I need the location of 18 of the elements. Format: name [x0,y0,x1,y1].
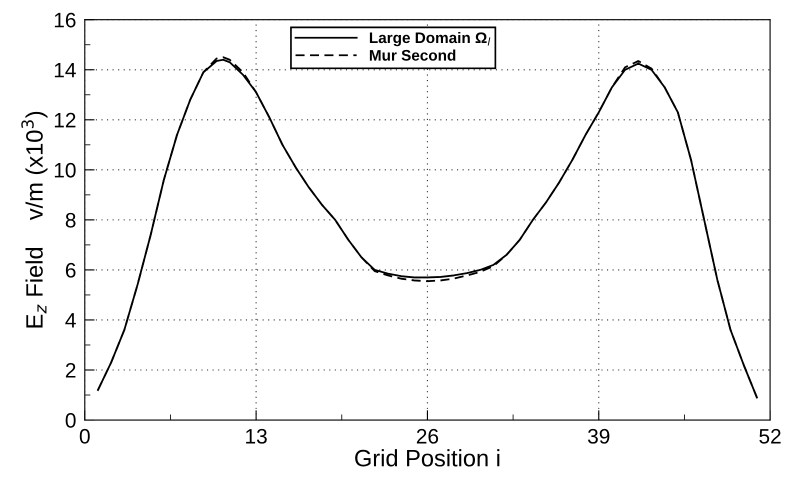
x-tick-label: 0 [80,428,90,444]
y-tick-label: 4 [65,313,76,328]
legend-label: Large Domain Ω$_{l}$ [370,32,490,46]
y-tick-label: 16 [54,12,76,28]
y-tick-label: 0 [66,413,76,428]
x-axis-title: Grid Position i [355,449,500,467]
y-tick-label: 2 [66,363,76,378]
y-tick-label: 12 [54,112,76,128]
y-tick-label: 8 [66,212,76,228]
x-tick-label: 39 [588,428,610,444]
y-tick-label: 10 [54,162,76,178]
y-tick-label: 6 [66,262,76,278]
x-tick-label: 13 [246,428,267,444]
x-tick-label: 52 [759,428,781,444]
y-axis-title: E$_{z}$ Field v/m (x10$^{3}$) [21,112,48,328]
x-tick-label: 26 [416,428,438,444]
y-tick-label: 14 [54,62,76,78]
legend-label: Mur Second [370,50,456,61]
